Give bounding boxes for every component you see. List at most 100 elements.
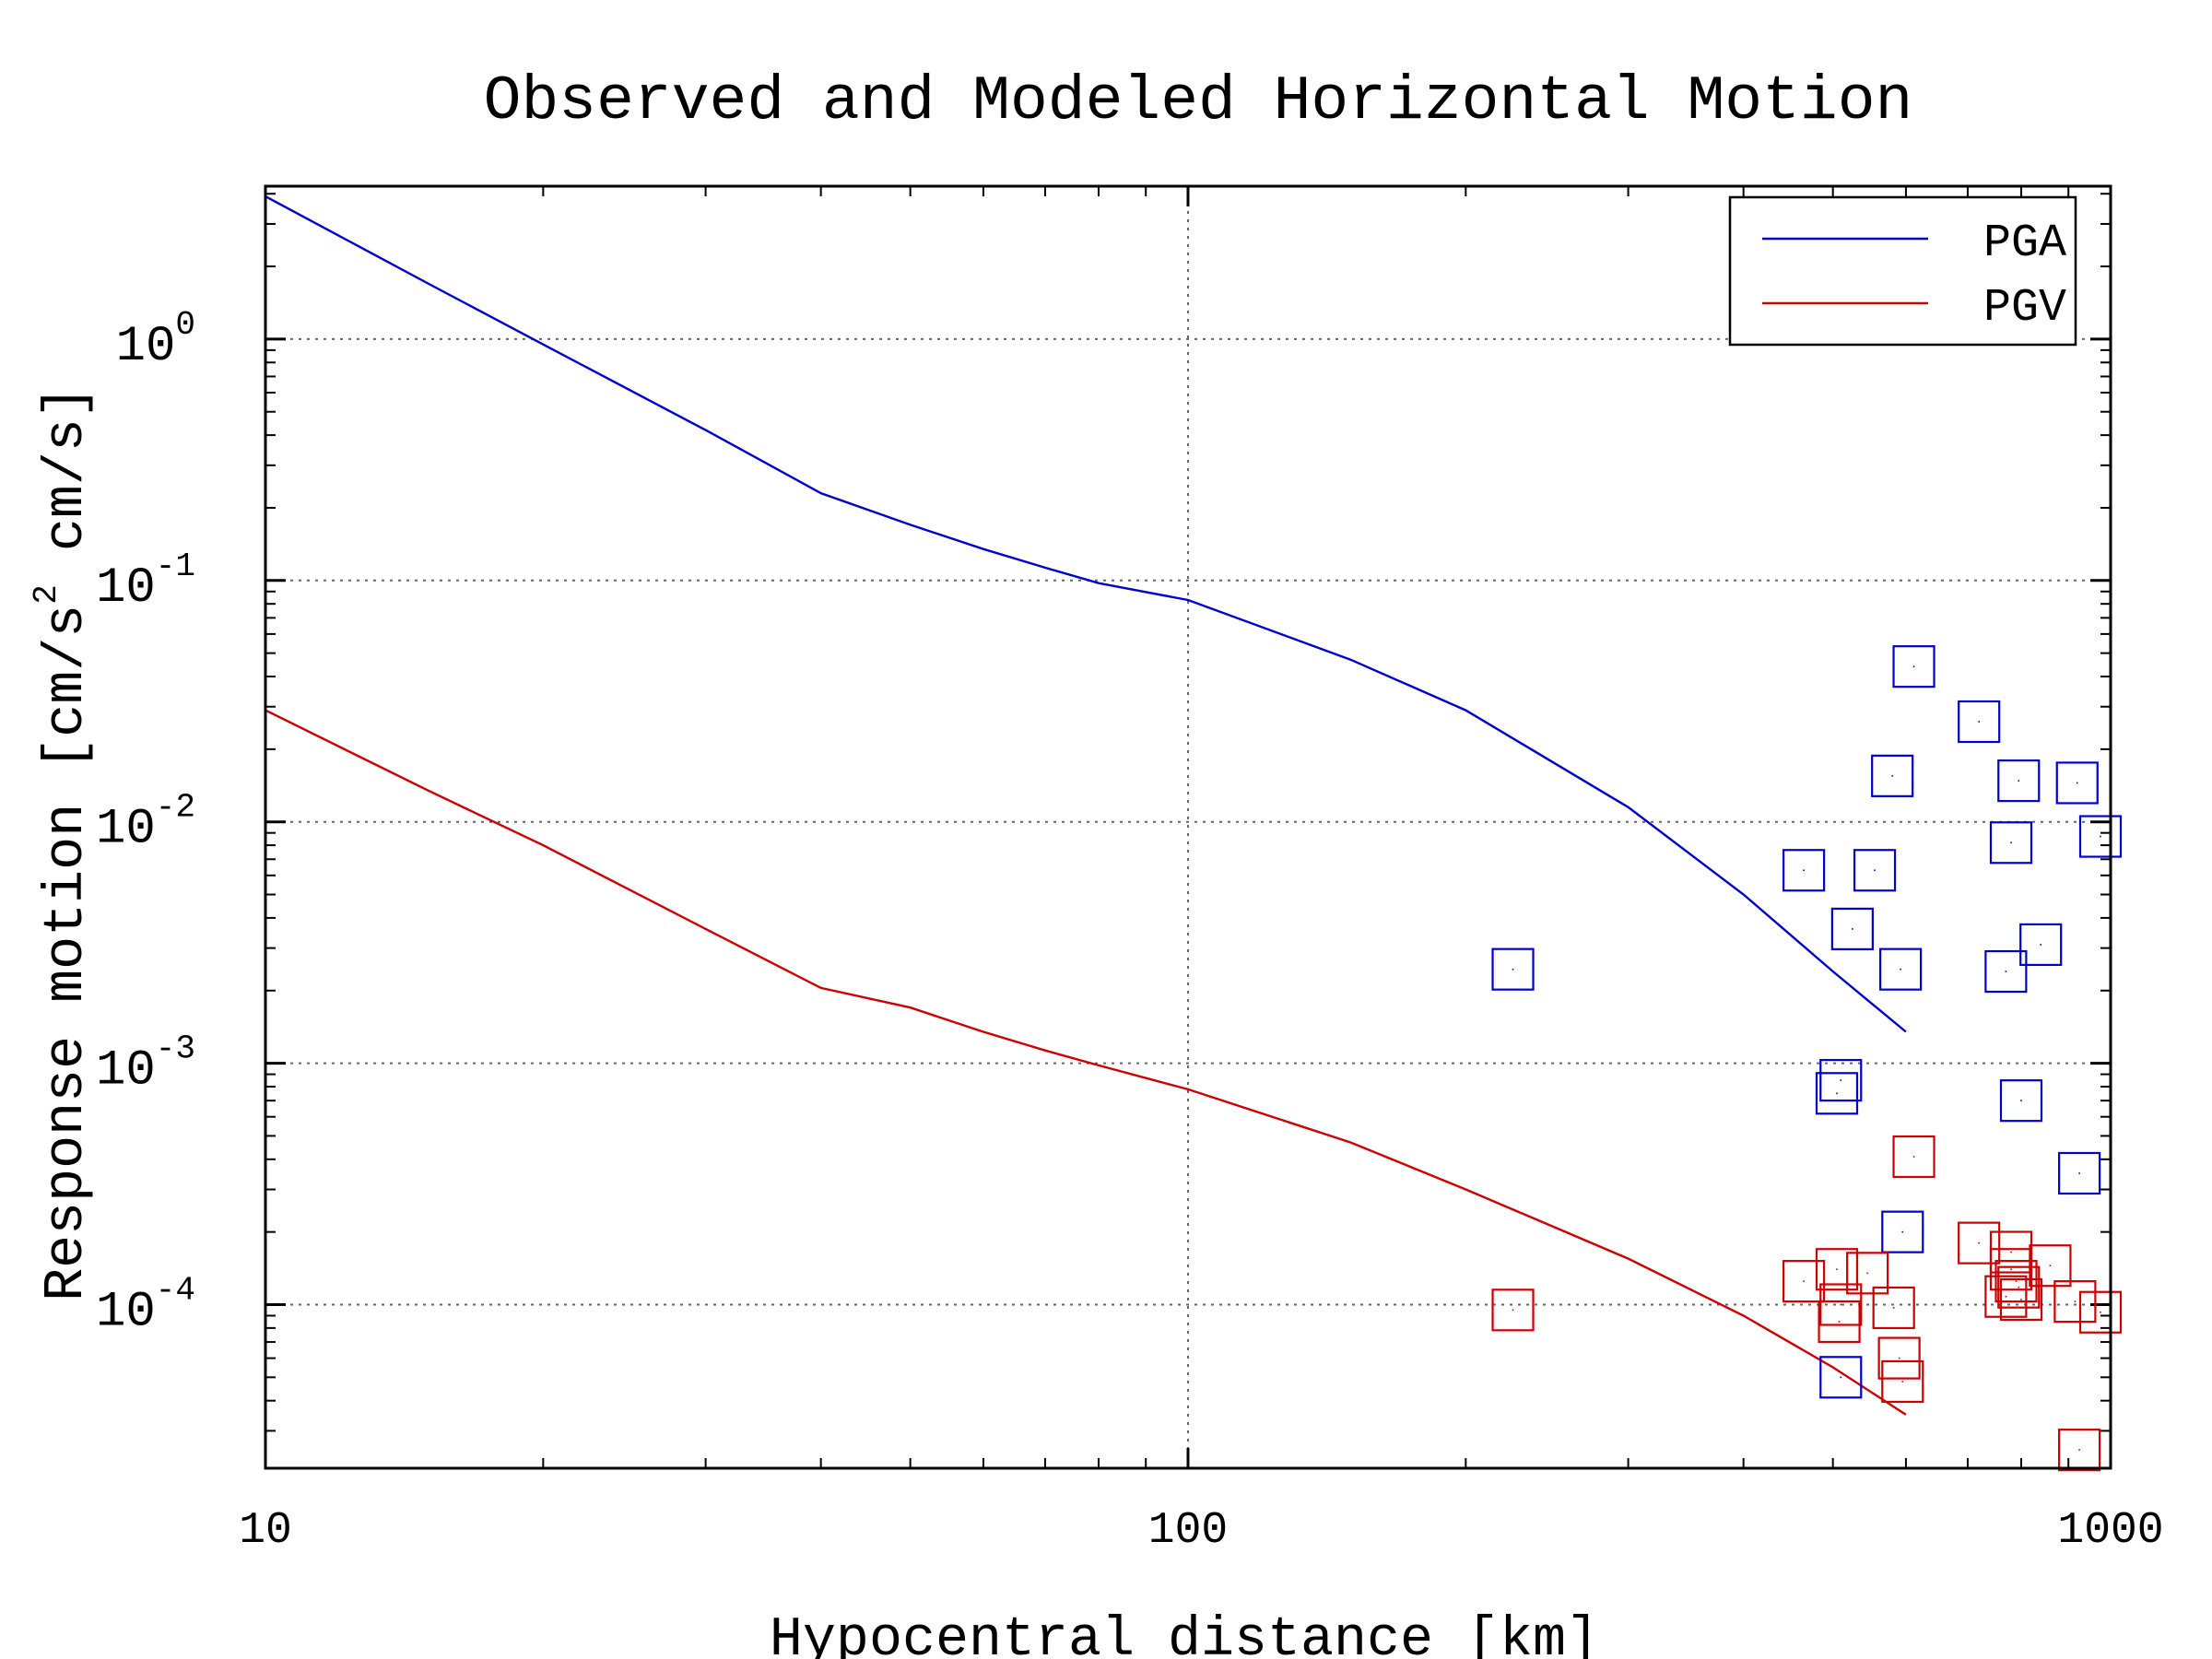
observed-point-dot — [2010, 1268, 2012, 1271]
observed-point-dot — [2078, 1449, 2080, 1451]
observed-point-marker — [1872, 1286, 1915, 1330]
y-tick-exponent: -4 — [156, 1271, 195, 1309]
y-tick-label: 10-1 — [96, 547, 195, 617]
observed-point-dot — [2078, 1172, 2080, 1174]
observed-point-dot — [2005, 971, 2007, 972]
observed-point-dot — [2010, 841, 2012, 844]
y-tick-exponent: -1 — [156, 547, 195, 585]
observed-point-marker — [1830, 907, 1874, 951]
y-tick-label: 100 — [116, 306, 195, 375]
observed-point-marker — [2058, 1151, 2101, 1195]
plot-series — [265, 195, 2123, 1472]
observed-point-dot — [1512, 968, 1514, 971]
observed-point-marker — [1491, 947, 1535, 991]
observed-point-dot — [1840, 1303, 1842, 1306]
observed-point-marker — [1877, 1336, 1921, 1380]
observed-point-dot — [2005, 1295, 2007, 1298]
observed-point-dot — [1874, 869, 1876, 872]
observed-point-dot — [1978, 1241, 1980, 1244]
observed-point-dot — [1901, 1230, 1904, 1233]
observed-point-dot — [2018, 1286, 2020, 1288]
y-tick-base: 10 — [96, 1043, 156, 1100]
y-axis-label-superscript: 2 — [28, 584, 65, 605]
x-tick-labels: 10 100 1000 — [239, 1506, 2163, 1556]
observed-point-dot — [2076, 782, 2078, 784]
observed-point-dot — [1803, 1280, 1805, 1282]
observed-point-dot — [1840, 1376, 1842, 1379]
observed-point-dot — [1836, 1268, 1838, 1271]
observed-point-marker — [2019, 923, 2063, 967]
y-axis-label-tail: cm/s] — [36, 385, 99, 584]
observed-point-marker — [1997, 759, 2041, 803]
grid-lines — [265, 186, 2111, 1468]
observed-point-dot — [1866, 1272, 1868, 1275]
observed-point-marker — [1846, 1252, 1889, 1295]
observed-point-marker — [1984, 1275, 2028, 1318]
observed-point-marker — [1984, 949, 2028, 994]
observed-point-marker — [1892, 1135, 1936, 1179]
x-tick-label: 1000 — [2057, 1506, 2163, 1556]
legend: PGA PGV — [1728, 195, 2077, 347]
observed-point-marker — [1994, 1260, 2038, 1303]
observed-point-dot — [2100, 1311, 2101, 1313]
observed-point-dot — [1852, 928, 1853, 930]
observed-point-marker — [2058, 1429, 2101, 1472]
y-tick-base: 10 — [96, 802, 156, 858]
observed-point-marker — [1958, 1221, 2001, 1265]
observed-point-marker — [1783, 1260, 1826, 1303]
observed-point-marker — [1878, 947, 1923, 991]
observed-point-marker — [1989, 821, 2033, 865]
y-tick-label: 10-3 — [96, 1030, 195, 1100]
observed-point-marker — [2078, 815, 2123, 858]
observed-point-dot — [2015, 1280, 2018, 1282]
observed-point-marker — [1819, 1356, 1863, 1399]
observed-point-dot — [1898, 1357, 1900, 1359]
y-tick-exponent: -3 — [156, 1030, 195, 1068]
observed-point-marker — [2029, 1244, 2072, 1288]
y-tick-label: 10-4 — [96, 1271, 195, 1340]
observed-point-marker — [2055, 761, 2099, 805]
y-tick-label: 10-2 — [96, 789, 195, 858]
observed-point-marker — [1881, 1359, 1924, 1404]
observed-point-marker — [1958, 700, 2001, 744]
observed-point-marker — [2053, 1280, 2097, 1324]
observed-point-dot — [1892, 1307, 1895, 1309]
plot-frame — [264, 184, 2112, 1470]
y-axis-label: Response motion [cm/s2 cm/s] — [28, 385, 99, 1301]
observed-point-dot — [1803, 869, 1805, 872]
observed-point-dot — [2074, 1300, 2077, 1302]
observed-point-dot — [1978, 721, 1980, 723]
observed-point-marker — [1815, 1072, 1859, 1115]
observed-point-marker — [1853, 849, 1897, 892]
observed-point-marker — [1491, 1288, 1535, 1332]
observed-point-dot — [1840, 1079, 1842, 1081]
y-tick-base: 10 — [116, 319, 176, 375]
observed-point-dot — [1891, 775, 1893, 777]
pgv-model-line — [265, 709, 1907, 1416]
observed-point-marker — [1999, 1277, 2043, 1322]
observed-point-marker — [1819, 1283, 1863, 1326]
observed-point-marker — [1997, 1265, 2041, 1309]
observed-point-marker — [1819, 1058, 1863, 1102]
observed-point-dot — [1900, 968, 1901, 971]
y-tick-exponent: -2 — [156, 789, 195, 827]
observed-point-marker — [1892, 645, 1936, 688]
observed-point-dot — [2010, 1251, 2012, 1253]
observed-point-dot — [1901, 1381, 1904, 1382]
observed-point-marker — [1881, 1210, 1924, 1253]
chart-title: Observed and Modeled Horizontal Motion — [484, 66, 1913, 137]
observed-point-dot — [1836, 1092, 1838, 1095]
observed-point-dot — [1512, 1309, 1514, 1312]
observed-point-marker — [2078, 1290, 2123, 1334]
observed-point-dot — [1912, 665, 1915, 667]
observed-point-marker — [1989, 1230, 2033, 1274]
pga-model-line — [265, 195, 1907, 1033]
observed-point-marker — [1999, 1079, 2043, 1123]
observed-point-marker — [1871, 754, 1914, 797]
y-tick-base: 10 — [96, 560, 156, 617]
observed-point-dot — [2020, 1100, 2022, 1101]
observed-point-marker — [1783, 849, 1826, 892]
x-tick-label: 10 — [239, 1506, 292, 1556]
